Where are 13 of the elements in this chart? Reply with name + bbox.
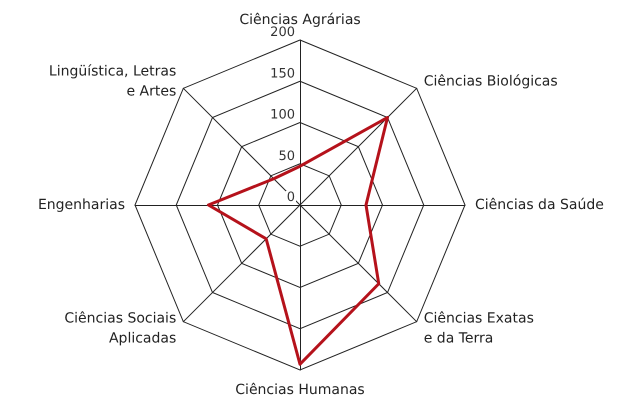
spoke-label: Lingüística, Letras e Artes: [48, 63, 176, 100]
spoke-label: Ciências Humanas: [235, 382, 365, 398]
spoke-label: Ciências Agrárias: [239, 12, 361, 28]
y-tick-label: 100: [270, 108, 295, 122]
y-tick-label: 0: [286, 190, 295, 205]
spoke-label: Engenharias: [38, 197, 125, 213]
spoke-label: Ciências da Saúde: [475, 197, 604, 213]
spoke-label: Ciências Sociais Aplicadas: [64, 310, 176, 347]
spoke-label: Ciências Biológicas: [424, 73, 558, 90]
y-tick-label: 50: [278, 148, 295, 164]
y-tick-label: 150: [270, 66, 295, 82]
y-tick-label: 200: [270, 25, 295, 40]
spoke-label: Ciências Exatas e da Terra: [424, 310, 534, 347]
